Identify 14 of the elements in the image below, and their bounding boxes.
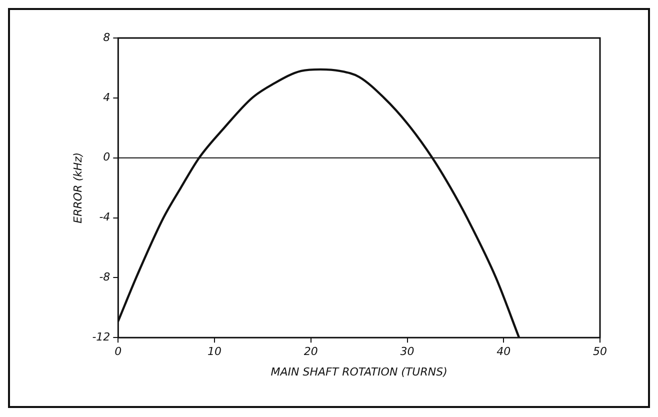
y-tick-label: -12 [92,330,110,344]
x-axis-title: MAIN SHAFT ROTATION (TURNS) [270,365,448,378]
y-tick-label: 4 [103,90,110,104]
y-tick-label: 8 [103,30,110,44]
y-tick-label: -8 [99,270,110,284]
y-tick-label: 0 [103,150,110,164]
x-tick-label: 20 [304,345,318,358]
x-tick-label: 10 [208,345,222,358]
x-tick-label: 40 [496,345,511,358]
x-tick-label: 50 [593,345,607,358]
x-tick-label: 0 [114,345,122,358]
y-axis-title: ERROR (kHz) [71,152,84,224]
y-tick-label: -4 [99,210,110,224]
x-tick-label: 30 [400,345,414,358]
